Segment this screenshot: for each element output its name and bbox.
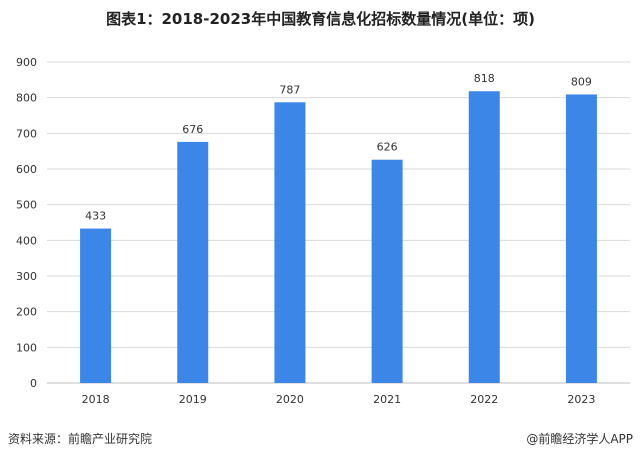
data-label-2020: 787	[279, 83, 300, 96]
x-tick-label-2022: 2022	[470, 393, 498, 406]
bar-2019	[177, 141, 209, 383]
x-axis-ticks: 2018 2019 2020 2021 2022 2023	[82, 393, 596, 406]
bar-2023	[565, 94, 597, 383]
x-tick-label-2019: 2019	[179, 393, 207, 406]
x-tick-label-2023: 2023	[567, 393, 595, 406]
chart-title: 图表1：2018-2023年中国教育信息化招标数量情况(单位：项)	[106, 10, 535, 28]
x-tick-label-2018: 2018	[82, 393, 110, 406]
data-label-2021: 626	[377, 141, 398, 154]
y-tick-label: 200	[16, 306, 37, 319]
bar-2018	[80, 228, 112, 383]
x-tick-label-2020: 2020	[276, 393, 304, 406]
data-label-2018: 433	[85, 210, 106, 223]
bar-2021	[371, 159, 403, 383]
y-tick-label: 400	[16, 234, 37, 247]
x-tick-label-2021: 2021	[373, 393, 401, 406]
bars	[80, 91, 597, 383]
bar-2022	[468, 91, 500, 383]
y-tick-label: 500	[16, 199, 37, 212]
source-note: 资料来源：前瞻产业研究院	[8, 432, 153, 446]
y-tick-label: 300	[16, 270, 37, 283]
bar-2020	[274, 102, 306, 383]
data-label-2019: 676	[182, 123, 203, 136]
y-tick-label: 800	[16, 92, 37, 105]
data-labels: 433 676 787 626 818 809	[85, 72, 592, 222]
y-tick-label: 0	[30, 377, 37, 390]
y-axis-ticks: 0 100 200 300 400 500 600 700 800 900	[16, 56, 37, 390]
data-label-2023: 809	[571, 75, 592, 88]
y-tick-label: 700	[16, 127, 37, 140]
grid-lines	[47, 61, 630, 384]
credit-note: @前瞻经济学人APP	[526, 432, 633, 446]
y-tick-label: 900	[16, 56, 37, 69]
y-tick-label: 600	[16, 163, 37, 176]
y-tick-label: 100	[16, 341, 37, 354]
data-label-2022: 818	[474, 72, 495, 85]
